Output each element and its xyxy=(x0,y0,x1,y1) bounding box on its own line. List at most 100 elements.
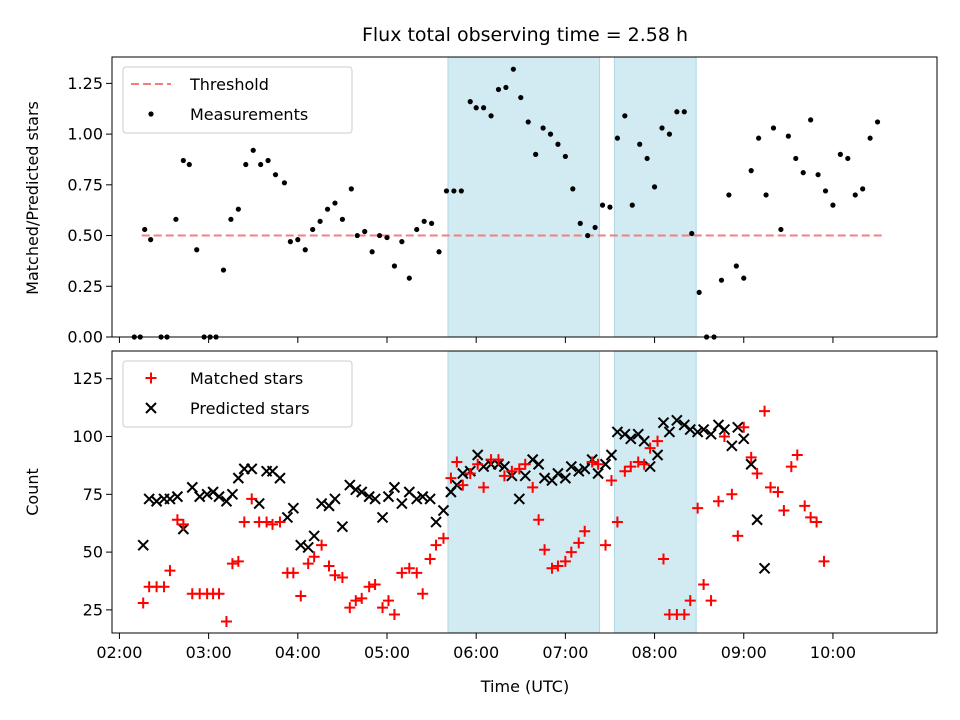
y-tick-label: 125 xyxy=(72,369,103,388)
predicted-point xyxy=(451,479,463,491)
measurement-point xyxy=(718,277,725,283)
matched-point xyxy=(799,500,811,512)
matched-point xyxy=(177,518,189,530)
matched-point xyxy=(533,514,545,526)
axes-frame xyxy=(111,350,938,634)
matched-point xyxy=(274,516,286,528)
measurement-point xyxy=(173,216,179,222)
y-tick-label: 0.25 xyxy=(67,277,103,296)
predicted-point xyxy=(578,463,591,475)
measurement-point xyxy=(265,157,271,164)
x-axis-label: Time (UTC) xyxy=(480,677,569,696)
measurement-point xyxy=(681,109,687,115)
matched-point xyxy=(382,595,394,607)
matched-point xyxy=(712,495,724,507)
measurement-point xyxy=(186,161,192,168)
matched-point xyxy=(478,481,490,493)
matched-point xyxy=(759,405,771,417)
matched-point xyxy=(573,537,585,549)
x-tick-label: 06:00 xyxy=(453,643,499,662)
y-tick-label: 50 xyxy=(83,543,103,562)
shaded-interval xyxy=(447,350,601,634)
x-tick-label: 05:00 xyxy=(364,643,410,662)
matched-point xyxy=(513,463,525,475)
predicted-point xyxy=(143,493,155,505)
matched-point xyxy=(745,451,757,463)
matched-point xyxy=(791,449,803,461)
measurement-point xyxy=(525,119,531,125)
matched-point xyxy=(785,461,797,473)
measurement-point xyxy=(142,226,148,233)
measurement-point xyxy=(194,247,200,253)
measurement-point xyxy=(726,192,732,198)
predicted-point xyxy=(201,488,213,501)
measurement-point xyxy=(180,157,186,164)
matched-point xyxy=(546,562,558,574)
matched-point xyxy=(356,592,368,604)
predicted-point xyxy=(651,449,664,461)
matched-point xyxy=(403,562,415,574)
legend-box xyxy=(122,66,353,134)
predicted-point xyxy=(605,449,618,461)
matched-point xyxy=(498,470,510,482)
matched-point xyxy=(261,516,273,528)
predicted-point xyxy=(552,467,564,480)
legend-label: Threshold xyxy=(189,75,269,94)
predicted-point xyxy=(732,421,744,433)
ratio-y-axis-label: Matched/Predicted stars xyxy=(23,101,42,295)
predicted-point xyxy=(751,514,763,526)
matched-point xyxy=(692,502,704,514)
measurement-point xyxy=(243,161,249,168)
predicted-point xyxy=(471,449,484,461)
shaded-interval xyxy=(613,350,697,634)
measurement-point xyxy=(391,263,398,269)
measurement-point xyxy=(458,188,464,194)
matched-point xyxy=(437,532,449,544)
matched-point xyxy=(684,595,696,607)
matched-point xyxy=(811,516,823,528)
y-tick-label: 1.00 xyxy=(67,125,103,144)
axes-frame xyxy=(111,56,938,338)
predicted-point xyxy=(336,520,349,533)
matched-point xyxy=(424,553,436,565)
measurement-point xyxy=(622,113,628,119)
count-panel: 25 50 75 100 125 02:00 03:00 04:00 05:00 06:00 07:… xyxy=(72,350,938,662)
measurement-point xyxy=(547,131,554,137)
matched-point xyxy=(164,565,176,577)
predicted-point xyxy=(363,490,375,503)
matched-point xyxy=(396,567,408,579)
matched-point xyxy=(805,511,817,523)
x-tick-label: 08:00 xyxy=(632,643,678,662)
matched-point xyxy=(350,595,362,607)
matched-point xyxy=(738,421,750,433)
measurement-point xyxy=(495,86,502,93)
legend-label: Matched stars xyxy=(190,369,303,388)
y-tick-label: 0.00 xyxy=(67,328,103,347)
matched-point xyxy=(592,458,604,470)
measurement-point xyxy=(481,105,487,111)
measurement-point xyxy=(822,188,829,194)
predicted-point xyxy=(559,472,572,484)
predicted-point xyxy=(611,426,624,438)
measurement-point xyxy=(362,228,368,235)
matched-point xyxy=(246,493,258,505)
matched-point xyxy=(644,442,656,454)
matched-point xyxy=(344,602,356,614)
y-tick-label: 25 xyxy=(83,600,103,619)
measurement-point xyxy=(763,192,769,198)
matched-point xyxy=(705,595,717,607)
matched-point xyxy=(411,567,423,579)
matched-point xyxy=(238,516,250,528)
matched-point xyxy=(765,481,777,493)
measurement-point xyxy=(510,66,516,72)
measurement-point xyxy=(845,155,851,162)
matched-point xyxy=(171,514,183,526)
x-tick-label: 04:00 xyxy=(275,643,321,662)
measurement-point xyxy=(644,155,650,162)
measurement-point xyxy=(332,200,338,206)
predicted-point xyxy=(498,460,511,473)
matched-point xyxy=(619,465,631,477)
predicted-point xyxy=(226,488,239,501)
predicted-point xyxy=(477,460,490,473)
